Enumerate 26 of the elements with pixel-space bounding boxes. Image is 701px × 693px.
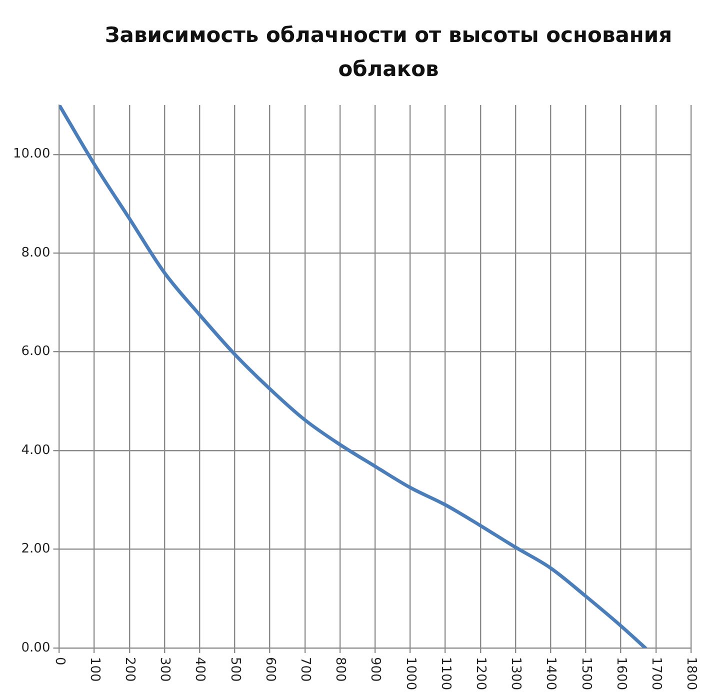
x-tick-label: 1800 <box>684 657 699 690</box>
x-tick-label: 400 <box>192 657 208 682</box>
x-tick-label: 700 <box>298 657 313 682</box>
x-tick-label: 1700 <box>648 657 664 690</box>
x-tick-label: 1600 <box>613 657 628 690</box>
x-tick-label: 600 <box>262 657 278 682</box>
y-tick-label: 2.00 <box>21 542 50 557</box>
y-tick-label: 4.00 <box>21 442 50 458</box>
x-tick-label: 800 <box>332 657 348 682</box>
x-tick-label: 1300 <box>508 657 524 690</box>
x-tick-label: 900 <box>368 657 383 682</box>
x-tick-label: 200 <box>122 657 138 682</box>
chart-title: Зависимость облачности от высоты основания облаков <box>104 22 674 83</box>
x-tick-label: 300 <box>157 657 172 682</box>
x-tick-label: 1100 <box>438 657 453 690</box>
y-tick-label: 10.00 <box>13 146 50 162</box>
x-tick-label: 100 <box>86 657 102 682</box>
x-tick-label: 0 <box>52 657 67 666</box>
y-tick-label: 0.00 <box>21 640 50 656</box>
x-tick-label: 1200 <box>473 657 488 690</box>
y-tick-label: 8.00 <box>21 245 50 260</box>
x-tick-label: 1400 <box>543 657 558 690</box>
x-tick-label: 500 <box>227 657 242 682</box>
x-tick-label: 1000 <box>402 657 418 690</box>
x-tick-label: 1500 <box>578 657 594 690</box>
y-tick-label: 6.00 <box>21 344 50 360</box>
